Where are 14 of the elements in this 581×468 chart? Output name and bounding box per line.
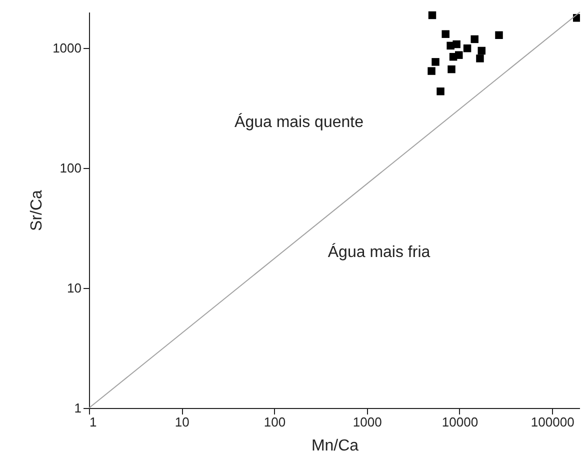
annotation: Água mais fria (328, 243, 430, 261)
x-tick-label: 1 (90, 414, 97, 430)
annotation: Água mais quente (234, 113, 364, 131)
y-axis-title: Sr/Ca (28, 190, 46, 231)
x-tick-label: 10 (174, 414, 190, 430)
x-tick-label: 1000 (352, 414, 382, 430)
y-tick-label: 1000 (52, 40, 82, 56)
y-tick-label: 100 (60, 160, 82, 176)
x-tick-label: 100 (264, 414, 286, 430)
x-tick-label: 10000 (442, 414, 478, 430)
y-tick-label: 10 (67, 280, 82, 296)
x-tick-label: 100000 (530, 414, 574, 430)
y-tick-label: 1 (74, 400, 82, 416)
x-axis-title: Mn/Ca (311, 438, 359, 454)
